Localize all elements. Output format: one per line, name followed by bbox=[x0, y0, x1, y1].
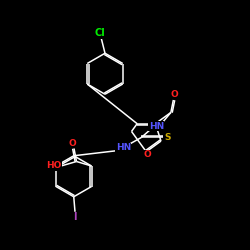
Text: HO: HO bbox=[46, 162, 61, 170]
Text: O: O bbox=[170, 90, 178, 99]
Text: HN: HN bbox=[116, 143, 131, 152]
Text: Cl: Cl bbox=[94, 28, 106, 38]
Text: I: I bbox=[73, 212, 77, 222]
Text: S: S bbox=[165, 133, 171, 142]
Text: HN: HN bbox=[149, 122, 164, 131]
Text: O: O bbox=[143, 150, 151, 159]
Text: O: O bbox=[69, 138, 76, 147]
